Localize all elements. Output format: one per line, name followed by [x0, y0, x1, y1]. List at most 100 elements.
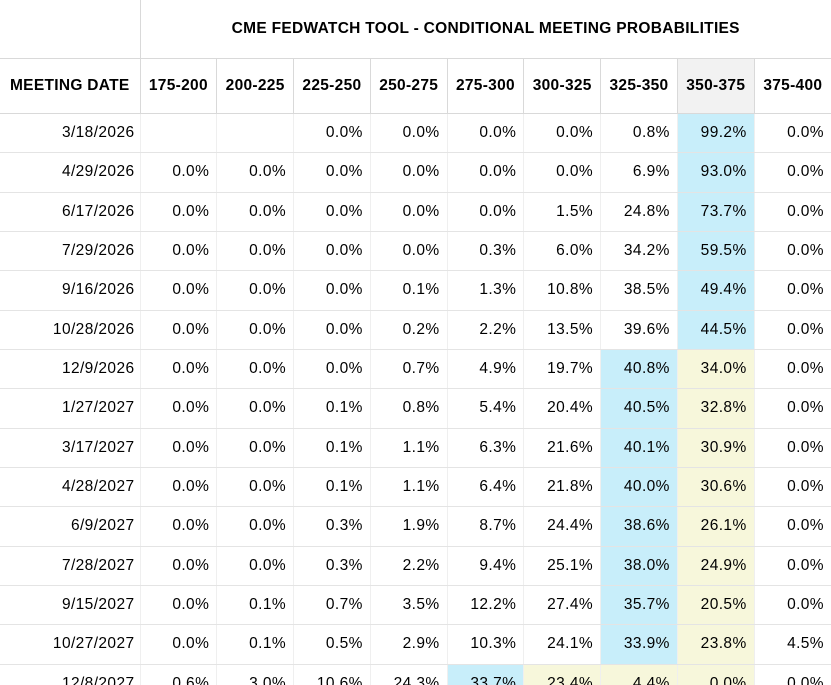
- table-row: 3/18/2026 0.0% 0.0% 0.0% 0.0% 0.8% 99.2% 0.0%: [0, 113, 831, 154]
- prob-cell: 0.0%: [753, 388, 831, 429]
- table-row: 7/29/2026 0.0% 0.0% 0.0% 0.0% 0.3% 6.0% 34.2% 59…: [0, 231, 831, 272]
- prob-cell: 23.8%: [676, 624, 755, 665]
- prob-cell: 1.1%: [369, 467, 448, 508]
- meeting-date-cell: 12/9/2026: [0, 349, 140, 390]
- prob-cell: 0.0%: [216, 506, 294, 547]
- prob-cell: 44.5%: [676, 310, 755, 350]
- table-row: 7/28/2027 0.0% 0.0% 0.3% 2.2% 9.4% 25.1% 38.0% 2…: [0, 546, 831, 586]
- prob-cell: 0.0%: [293, 231, 371, 272]
- prob-cell: 0.0%: [753, 467, 831, 508]
- prob-cell: 0.0%: [369, 231, 448, 272]
- prob-cell: 0.0%: [139, 152, 217, 193]
- prob-cell: 0.0%: [139, 506, 217, 547]
- prob-cell: 0.0%: [369, 113, 448, 154]
- prob-cell: 38.0%: [600, 546, 678, 586]
- prob-cell: 2.9%: [369, 624, 448, 665]
- prob-cell: 99.2%: [676, 113, 755, 154]
- prob-cell: 0.1%: [216, 585, 294, 626]
- prob-cell: 1.5%: [523, 192, 601, 232]
- prob-cell: 10.6%: [293, 664, 371, 685]
- rate-header-250-275: 250-275: [369, 58, 448, 114]
- rate-header-325-350: 325-350: [600, 58, 678, 114]
- prob-cell: 24.3%: [369, 664, 448, 685]
- meeting-date-cell: 9/15/2027: [0, 585, 140, 626]
- prob-cell: 0.0%: [753, 506, 831, 547]
- prob-cell: 10.3%: [446, 624, 524, 665]
- prob-cell: 0.3%: [293, 506, 371, 547]
- prob-cell: 26.1%: [676, 506, 755, 547]
- prob-cell: 0.0%: [293, 192, 371, 232]
- prob-cell: 0.0%: [523, 152, 601, 193]
- prob-cell: 0.0%: [369, 152, 448, 193]
- prob-cell: 0.7%: [369, 349, 448, 390]
- prob-cell: 0.0%: [753, 113, 831, 154]
- table-row: 6/9/2027 0.0% 0.0% 0.3% 1.9% 8.7% 24.4% 38.6% 26…: [0, 506, 831, 547]
- prob-cell: 0.0%: [139, 546, 217, 586]
- prob-cell: 0.0%: [293, 270, 371, 311]
- prob-cell: 0.0%: [446, 192, 524, 232]
- prob-cell: 0.0%: [216, 192, 294, 232]
- prob-cell: 34.2%: [600, 231, 678, 272]
- prob-cell: 0.0%: [369, 192, 448, 232]
- prob-cell: 4.5%: [753, 624, 831, 665]
- prob-cell: 0.1%: [293, 428, 371, 468]
- prob-cell: 49.4%: [676, 270, 755, 311]
- prob-cell: 1.9%: [369, 506, 448, 547]
- prob-cell: 0.0%: [753, 270, 831, 311]
- prob-cell: 20.5%: [676, 585, 755, 626]
- prob-cell: 0.0%: [523, 113, 601, 154]
- prob-cell: 25.1%: [523, 546, 601, 586]
- prob-cell: 6.4%: [446, 467, 524, 508]
- prob-cell: 0.1%: [293, 388, 371, 429]
- prob-cell: 59.5%: [676, 231, 755, 272]
- prob-cell: 0.0%: [216, 428, 294, 468]
- prob-cell: 3.5%: [369, 585, 448, 626]
- prob-cell: 0.1%: [216, 624, 294, 665]
- meeting-date-cell: 4/28/2027: [0, 467, 140, 508]
- prob-cell: 0.0%: [753, 192, 831, 232]
- prob-cell: 0.0%: [753, 428, 831, 468]
- prob-cell: 2.2%: [446, 310, 524, 350]
- prob-cell: 0.0%: [139, 624, 217, 665]
- prob-cell: 0.3%: [446, 231, 524, 272]
- prob-cell: 30.6%: [676, 467, 755, 508]
- table-title: CME FEDWATCH TOOL - CONDITIONAL MEETING …: [139, 0, 831, 59]
- prob-cell: 0.1%: [369, 270, 448, 311]
- rate-header-350-375: 350-375: [676, 58, 755, 114]
- prob-cell: 0.5%: [293, 624, 371, 665]
- prob-cell: 0.0%: [293, 113, 371, 154]
- table-row: 3/17/2027 0.0% 0.0% 0.1% 1.1% 6.3% 21.6% 40.1% 3…: [0, 428, 831, 468]
- prob-cell: 0.0%: [139, 585, 217, 626]
- meeting-date-cell: 6/9/2027: [0, 506, 140, 547]
- rate-header-200-225: 200-225: [216, 58, 294, 114]
- prob-cell: 0.0%: [139, 270, 217, 311]
- prob-cell: 0.0%: [139, 349, 217, 390]
- prob-cell: 40.1%: [600, 428, 678, 468]
- prob-cell: 40.0%: [600, 467, 678, 508]
- prob-cell: 0.7%: [293, 585, 371, 626]
- table-row: 9/15/2027 0.0% 0.1% 0.7% 3.5% 12.2% 27.4% 35.7%…: [0, 585, 831, 626]
- prob-cell: 0.6%: [139, 664, 217, 685]
- prob-cell: 9.4%: [446, 546, 524, 586]
- prob-cell: 0.0%: [216, 546, 294, 586]
- prob-cell: 0.0%: [139, 467, 217, 508]
- prob-cell: 0.1%: [293, 467, 371, 508]
- prob-cell: 0.0%: [753, 310, 831, 350]
- table-row: 12/9/2026 0.0% 0.0% 0.0% 0.7% 4.9% 19.7% 40.8% 3…: [0, 349, 831, 390]
- prob-cell: 0.8%: [600, 113, 678, 154]
- prob-cell: 24.9%: [676, 546, 755, 586]
- prob-cell: 39.6%: [600, 310, 678, 350]
- prob-cell: 6.0%: [523, 231, 601, 272]
- table-row: 1/27/2027 0.0% 0.0% 0.1% 0.8% 5.4% 20.4% 40.5% 3…: [0, 388, 831, 429]
- meeting-date-cell: 4/29/2026: [0, 152, 140, 193]
- prob-cell: 10.8%: [523, 270, 601, 311]
- rate-header-225-250: 225-250: [293, 58, 371, 114]
- meeting-date-header: MEETING DATE: [0, 58, 140, 114]
- meeting-date-cell: 1/27/2027: [0, 388, 140, 429]
- prob-cell: 24.8%: [600, 192, 678, 232]
- meeting-date-cell: 6/17/2026: [0, 192, 140, 232]
- meeting-date-cell: 10/27/2027: [0, 624, 140, 665]
- prob-cell: 0.0%: [753, 585, 831, 626]
- prob-cell: 0.0%: [753, 546, 831, 586]
- meeting-date-cell: 3/17/2027: [0, 428, 140, 468]
